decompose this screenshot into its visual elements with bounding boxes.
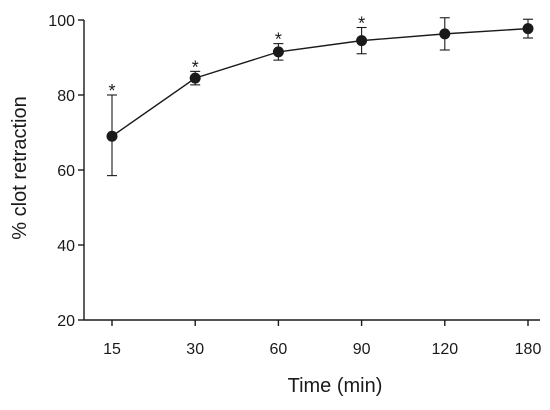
x-tick-label: 180 <box>515 341 542 358</box>
x-tick-label: 120 <box>431 341 458 358</box>
x-tick-label: 60 <box>270 341 288 358</box>
axes: 20 40 60 80 100 15 30 60 90 120 180 <box>48 13 541 358</box>
significance-markers: * * * * <box>108 14 365 102</box>
significance-marker: * <box>108 81 115 101</box>
data-point <box>522 23 534 35</box>
error-bars <box>107 17 533 177</box>
data-point <box>189 72 201 84</box>
significance-marker: * <box>192 57 199 77</box>
y-tick-label: 60 <box>57 163 75 180</box>
y-tick-label: 40 <box>57 238 75 255</box>
y-tick-label: 80 <box>57 88 75 105</box>
x-tick-label: 30 <box>186 341 204 358</box>
x-axis-label: Time (min) <box>288 375 383 397</box>
x-tick-label: 90 <box>353 341 371 358</box>
significance-marker: * <box>275 30 282 50</box>
series-lines <box>111 27 529 137</box>
y-axis-label: % clot retraction <box>9 96 31 239</box>
data-point <box>439 28 451 40</box>
significance-marker: * <box>358 14 365 34</box>
data-point <box>356 35 368 47</box>
data-point <box>272 46 284 58</box>
data-points <box>106 23 534 142</box>
x-tick-label: 15 <box>103 341 121 358</box>
series-line <box>111 27 529 137</box>
data-point <box>106 130 118 142</box>
y-tick-label: 20 <box>57 313 75 330</box>
y-tick-label: 100 <box>48 13 75 30</box>
